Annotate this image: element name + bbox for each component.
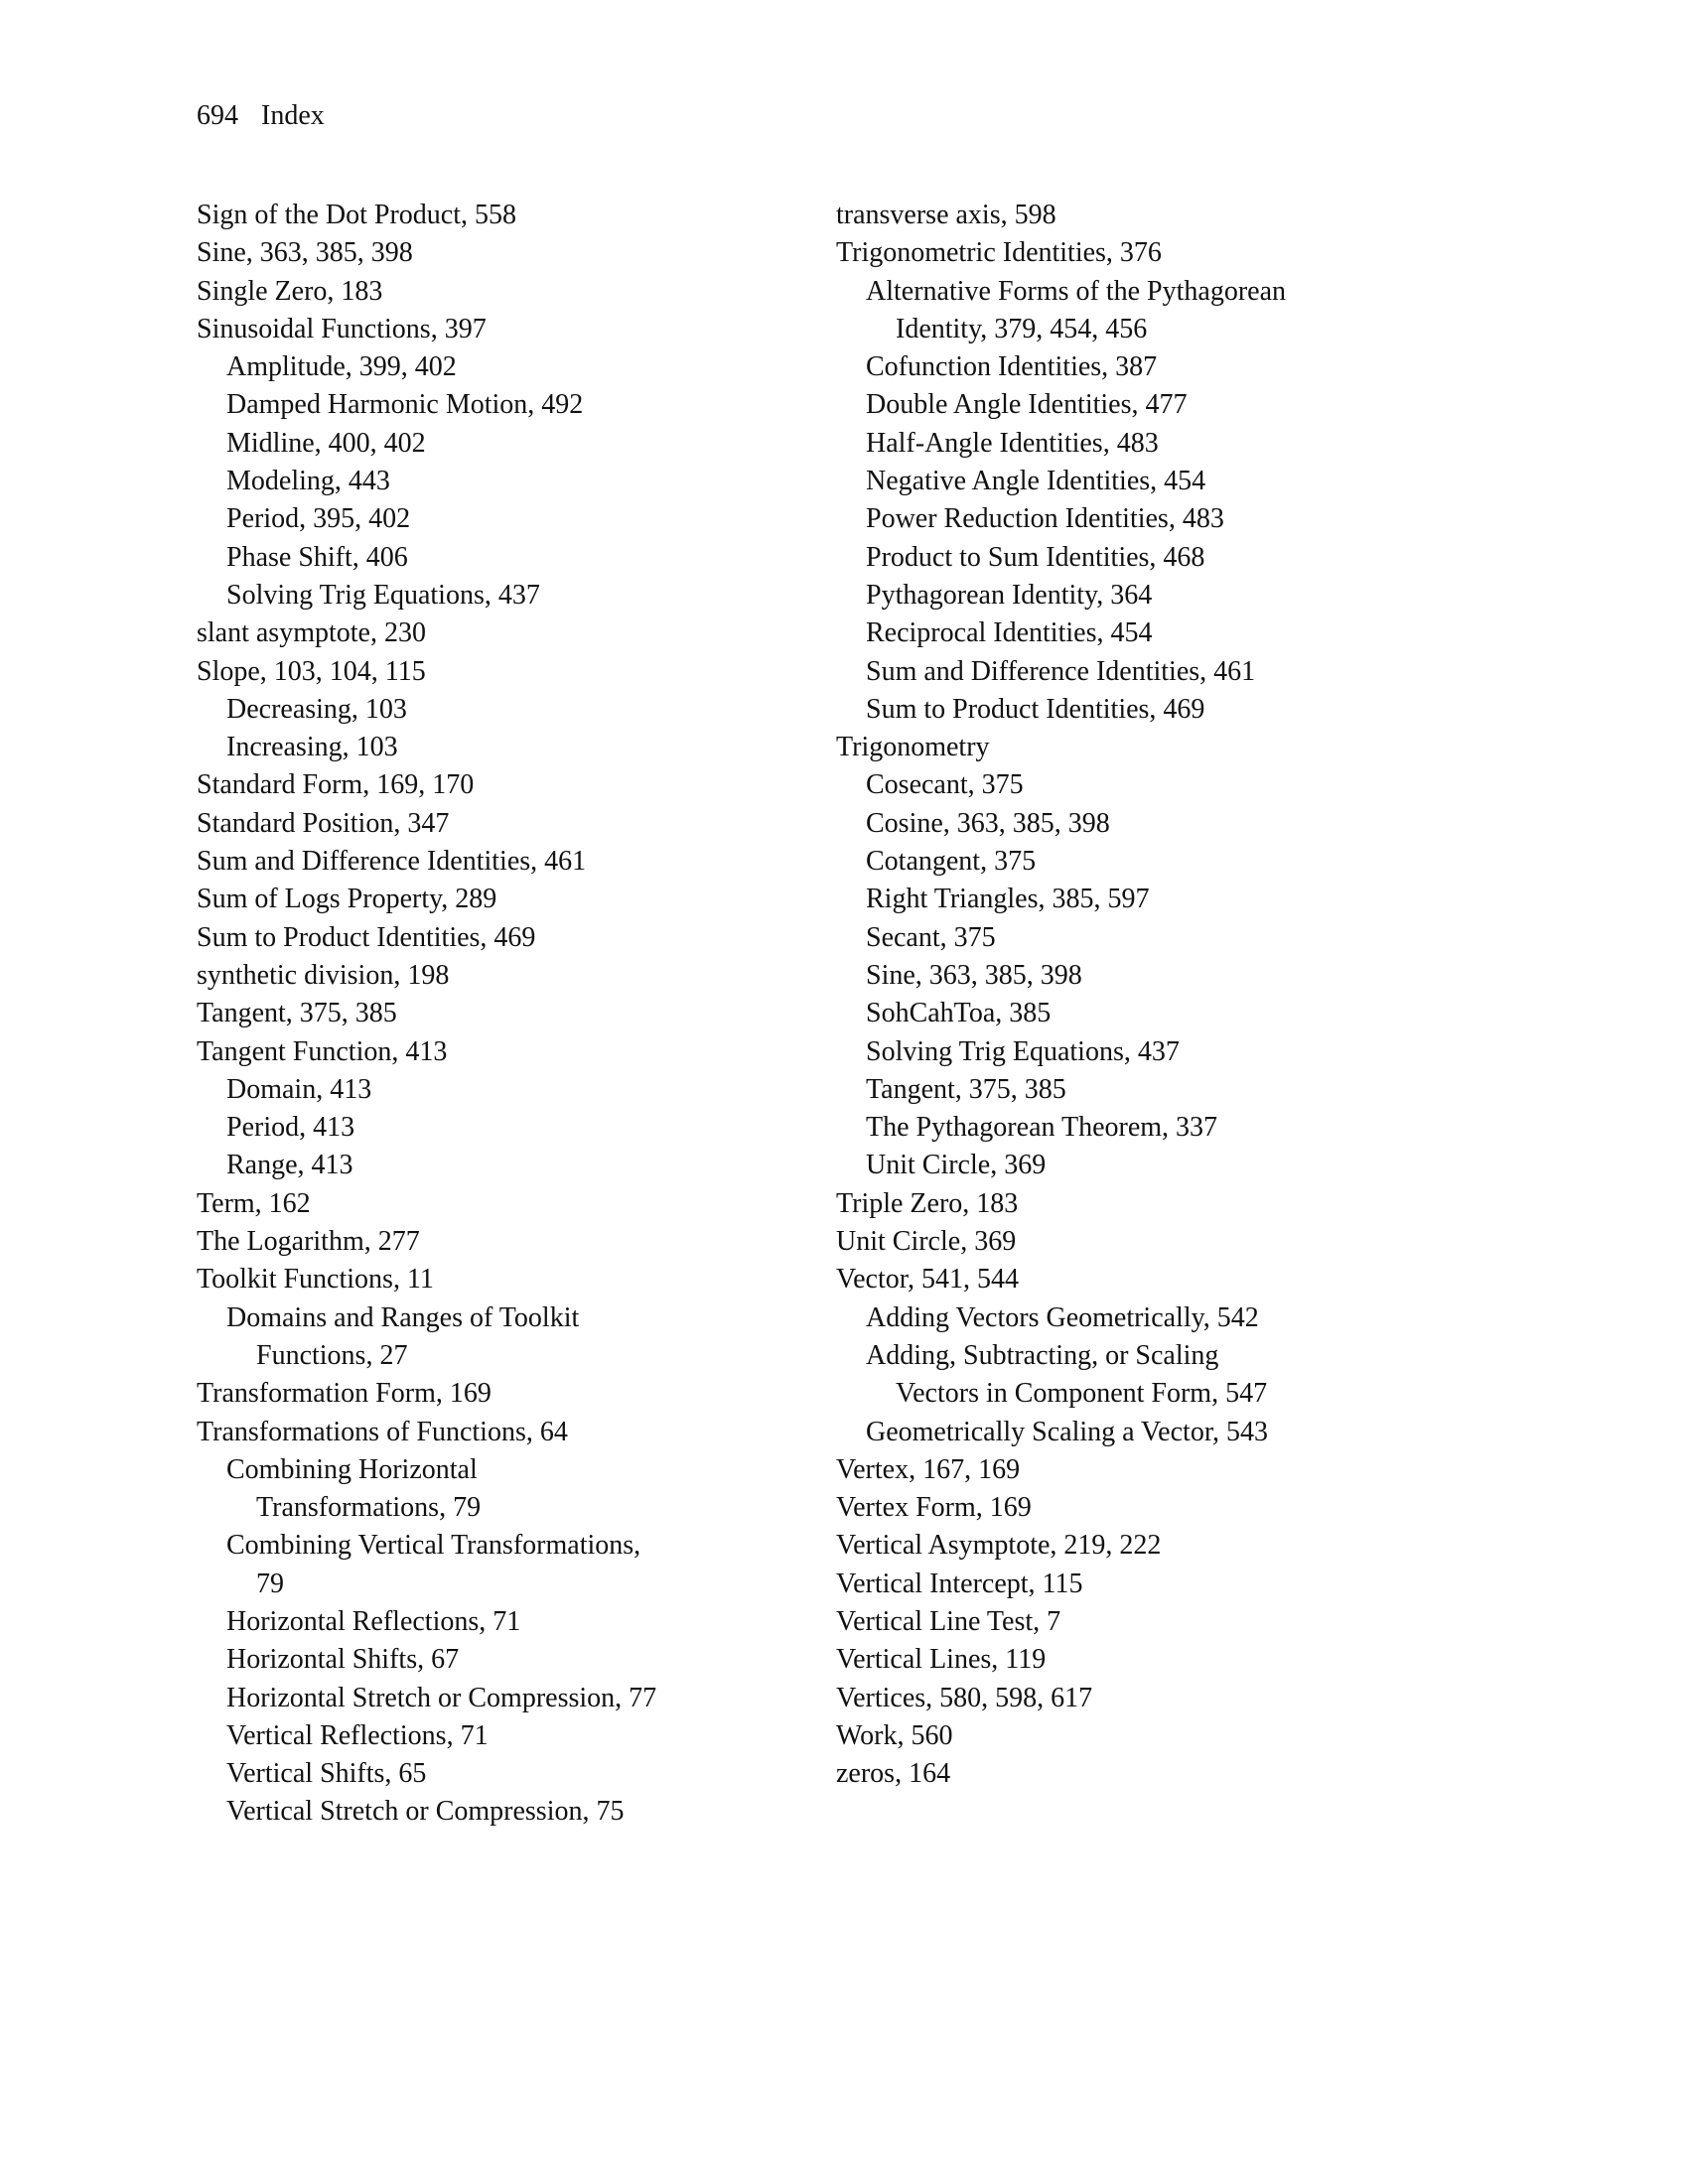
index-entry-continuation: Vectors in Component Form, 547 xyxy=(896,1378,1268,1410)
index-entry: Trigonometry xyxy=(836,732,990,763)
index-subentry: Horizontal Stretch or Compression, 77 xyxy=(226,1682,657,1713)
index-entry: Vertical Lines, 119 xyxy=(836,1644,1047,1676)
index-entry: Trigonometric Identities, 376 xyxy=(836,237,1162,269)
index-entry: Transformation Form, 169 xyxy=(197,1378,492,1410)
index-subentry: Alternative Forms of the Pythagorean xyxy=(866,275,1287,307)
index-column-left: Sign of the Dot Product, 558 Sine, 363, 3… xyxy=(197,197,656,1832)
index-entry: Term, 162 xyxy=(197,1187,311,1219)
index-subentry: Horizontal Shifts, 67 xyxy=(226,1644,460,1676)
index-entry: zeros, 164 xyxy=(836,1758,951,1790)
index-subentry: Midline, 400, 402 xyxy=(226,427,426,459)
index-subentry: Domains and Ranges of Toolkit xyxy=(226,1301,580,1333)
index-entry: slant asymptote, 230 xyxy=(197,617,426,649)
index-subentry: Product to Sum Identities, 468 xyxy=(866,541,1205,573)
index-entry: Sinusoidal Functions, 397 xyxy=(197,313,487,344)
index-subentry: Phase Shift, 406 xyxy=(226,541,408,573)
index-subentry: Combining Horizontal xyxy=(226,1453,478,1485)
index-entry: Vertical Intercept, 115 xyxy=(836,1568,1083,1599)
index-entry: Standard Form, 169, 170 xyxy=(197,769,475,801)
index-subentry: Amplitude, 399, 402 xyxy=(226,351,457,383)
index-subentry: Domain, 413 xyxy=(226,1073,372,1105)
index-subentry: Negative Angle Identities, 454 xyxy=(866,466,1206,497)
index-entry: Toolkit Functions, 11 xyxy=(197,1264,434,1296)
index-entry: Vertices, 580, 598, 617 xyxy=(836,1682,1093,1713)
index-subentry: Adding Vectors Geometrically, 542 xyxy=(866,1301,1259,1333)
index-subentry: Vertical Reflections, 71 xyxy=(226,1719,489,1751)
index-entry: Slope, 103, 104, 115 xyxy=(197,655,426,687)
index-subentry: Decreasing, 103 xyxy=(226,693,407,725)
index-subentry: Sum and Difference Identities, 461 xyxy=(866,655,1256,687)
index-entry: Sum of Logs Property, 289 xyxy=(197,884,497,915)
index-entry: Transformations of Functions, 64 xyxy=(197,1416,568,1447)
index-subentry: Unit Circle, 369 xyxy=(866,1150,1047,1181)
index-subentry: Half-Angle Identities, 483 xyxy=(866,427,1159,459)
page-number: 694 xyxy=(197,100,238,131)
index-subentry: Cofunction Identities, 387 xyxy=(866,351,1158,383)
index-subentry: Vertical Stretch or Compression, 75 xyxy=(226,1796,625,1828)
index-subentry: Geometrically Scaling a Vector, 543 xyxy=(866,1416,1269,1447)
index-entry: Vertical Line Test, 7 xyxy=(836,1605,1061,1637)
index-entry-continuation: Functions, 27 xyxy=(256,1339,408,1371)
index-subentry: Period, 413 xyxy=(226,1112,355,1144)
running-header: 694 Index xyxy=(197,97,325,135)
index-subentry: Sine, 363, 385, 398 xyxy=(866,959,1082,991)
index-subentry: Period, 395, 402 xyxy=(226,503,411,535)
index-entry: Sum to Product Identities, 469 xyxy=(197,921,536,953)
index-subentry: Double Angle Identities, 477 xyxy=(866,389,1188,421)
index-entry: Vertex Form, 169 xyxy=(836,1492,1032,1524)
index-subentry: Adding, Subtracting, or Scaling xyxy=(866,1339,1219,1371)
index-entry: Vertical Asymptote, 219, 222 xyxy=(836,1530,1162,1562)
index-subentry: Right Triangles, 385, 597 xyxy=(866,884,1150,915)
index-entry: Vertex, 167, 169 xyxy=(836,1453,1021,1485)
index-subentry: Increasing, 103 xyxy=(226,732,398,763)
index-subentry: Sum to Product Identities, 469 xyxy=(866,693,1205,725)
index-subentry: Reciprocal Identities, 454 xyxy=(866,617,1153,649)
index-entry: Triple Zero, 183 xyxy=(836,1187,1019,1219)
index-subentry: Pythagorean Identity, 364 xyxy=(866,579,1153,611)
index-subentry: Cotangent, 375 xyxy=(866,846,1037,878)
index-subentry: Vertical Shifts, 65 xyxy=(226,1758,427,1790)
section-title: Index xyxy=(261,100,325,131)
index-entry: Sum and Difference Identities, 461 xyxy=(197,846,587,878)
index-entry: Tangent Function, 413 xyxy=(197,1035,448,1067)
index-entry-continuation: 79 xyxy=(256,1568,284,1599)
index-entry: Work, 560 xyxy=(836,1719,953,1751)
index-subentry: Horizontal Reflections, 71 xyxy=(226,1605,521,1637)
index-entry-continuation: Transformations, 79 xyxy=(256,1492,482,1524)
index-entry: Standard Position, 347 xyxy=(197,807,450,839)
index-column-right: transverse axis, 598 Trigonometric Identi… xyxy=(836,197,1286,1793)
index-subentry: Solving Trig Equations, 437 xyxy=(226,579,540,611)
index-subentry: Tangent, 375, 385 xyxy=(866,1073,1066,1105)
index-entry: Vector, 541, 544 xyxy=(836,1264,1019,1296)
index-entry: Tangent, 375, 385 xyxy=(197,998,397,1029)
index-subentry: Combining Vertical Transformations, xyxy=(226,1530,641,1562)
index-entry: The Logarithm, 277 xyxy=(197,1226,420,1258)
index-subentry: Solving Trig Equations, 437 xyxy=(866,1035,1180,1067)
index-entry: synthetic division, 198 xyxy=(197,959,450,991)
index-entry: Sign of the Dot Product, 558 xyxy=(197,200,516,230)
index-subentry: Cosecant, 375 xyxy=(866,769,1024,801)
index-entry-continuation: Identity, 379, 454, 456 xyxy=(896,313,1148,344)
index-subentry: Damped Harmonic Motion, 492 xyxy=(226,389,584,421)
index-subentry: The Pythagorean Theorem, 337 xyxy=(866,1112,1218,1144)
index-entry: Sine, 363, 385, 398 xyxy=(197,237,413,269)
index-subentry: Range, 413 xyxy=(226,1150,353,1181)
index-entry: Unit Circle, 369 xyxy=(836,1226,1017,1258)
index-subentry: Modeling, 443 xyxy=(226,466,390,497)
index-subentry: Cosine, 363, 385, 398 xyxy=(866,807,1110,839)
index-entry: transverse axis, 598 xyxy=(836,200,1056,230)
index-entry: Single Zero, 183 xyxy=(197,275,383,307)
index-subentry: SohCahToa, 385 xyxy=(866,998,1052,1029)
index-subentry: Power Reduction Identities, 483 xyxy=(866,503,1224,535)
index-subentry: Secant, 375 xyxy=(866,921,996,953)
